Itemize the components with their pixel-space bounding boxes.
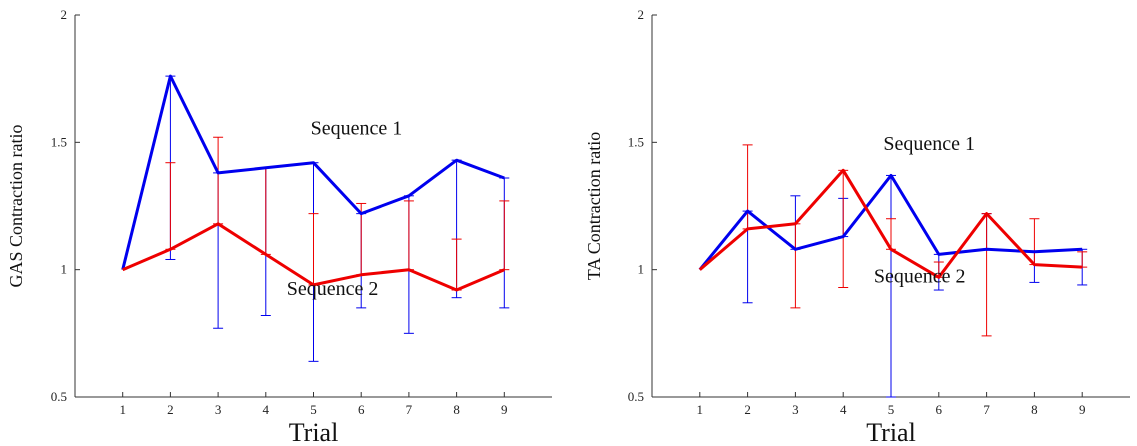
gas-y-tick-label: 2 bbox=[61, 7, 68, 22]
gas-x-tick-label: 8 bbox=[453, 402, 460, 417]
gas-x-tick-label: 6 bbox=[358, 402, 365, 417]
gas-series-2-line bbox=[122, 222, 505, 292]
ta-y-tick-label: 0.5 bbox=[628, 389, 644, 404]
ta-series-2-line bbox=[698, 168, 1083, 279]
ta-y-tick-label: 2 bbox=[638, 7, 645, 22]
gas-x-axis-label: Trial bbox=[289, 418, 339, 446]
gas-x-tick-label: 2 bbox=[167, 402, 174, 417]
ta-x-tick-label: 5 bbox=[888, 402, 895, 417]
ta-x-tick-label: 2 bbox=[744, 402, 751, 417]
ta-y-axis-label: TA Contraction ratio bbox=[584, 132, 604, 281]
gas-annotation-2: Sequence 2 bbox=[287, 278, 379, 300]
ta-x-tick-label: 1 bbox=[697, 402, 704, 417]
ta-annotation-1: Sequence 1 bbox=[883, 133, 975, 155]
ta-series-1-line bbox=[698, 173, 1083, 271]
ta-x-tick-label: 7 bbox=[983, 402, 990, 417]
ta-x-tick-label: 6 bbox=[936, 402, 943, 417]
ta-x-tick-label: 4 bbox=[840, 402, 847, 417]
ta-y-tick-label: 1.5 bbox=[628, 134, 644, 149]
ta-x-tick-label: 8 bbox=[1031, 402, 1038, 417]
gas-series-1-line bbox=[121, 74, 505, 271]
gas-y-tick-label: 1.5 bbox=[51, 134, 67, 149]
gas-y-axis-label: GAS Contraction ratio bbox=[6, 125, 26, 288]
ta-x-tick-label: 9 bbox=[1079, 402, 1086, 417]
ta-y-tick-label: 1 bbox=[638, 262, 645, 277]
ta-x-tick-label: 3 bbox=[792, 402, 799, 417]
ta-chart: 0.5 1 1.5 2 1 2 3 4 5 6 7 8 9 Trial TA Contraction rat… bbox=[584, 7, 1130, 446]
gas-x-tick-label: 7 bbox=[406, 402, 413, 417]
gas-chart: 0.5 1 1.5 2 1 2 3 4 5 6 7 8 9 Trial GAS Contraction ra… bbox=[6, 7, 552, 446]
gas-x-tick-label: 9 bbox=[501, 402, 508, 417]
ta-x-axis-label: Trial bbox=[866, 418, 916, 446]
gas-y-tick-label: 0.5 bbox=[51, 389, 67, 404]
gas-y-tick-label: 1 bbox=[61, 262, 68, 277]
gas-x-tick-label: 4 bbox=[263, 402, 270, 417]
gas-x-tick-label: 5 bbox=[310, 402, 317, 417]
gas-x-tick-label: 1 bbox=[119, 402, 126, 417]
ta-annotation-2: Sequence 2 bbox=[874, 265, 966, 287]
gas-x-tick-label: 3 bbox=[215, 402, 222, 417]
gas-annotation-1: Sequence 1 bbox=[311, 118, 403, 140]
